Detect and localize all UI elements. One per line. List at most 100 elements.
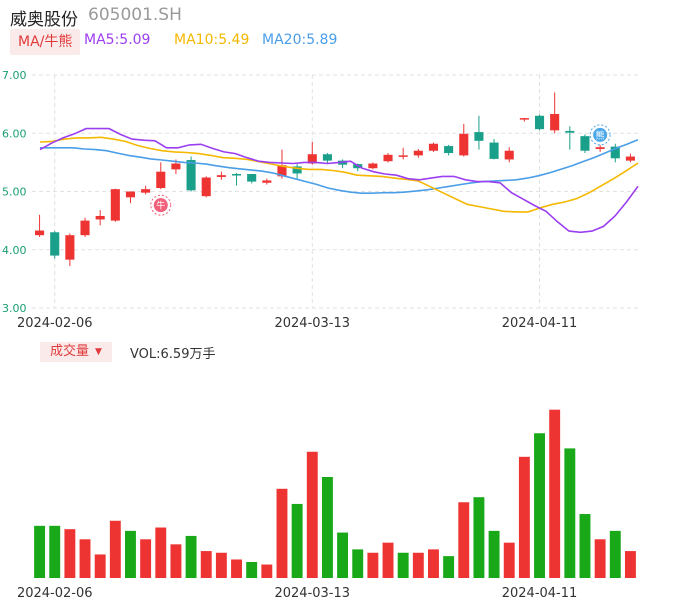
bear-marker-icon: 熊	[589, 124, 611, 146]
bull-marker-icon: 牛	[150, 194, 172, 216]
candle-body	[95, 215, 105, 220]
volume-bar	[624, 551, 636, 578]
candle-body	[110, 189, 120, 221]
volume-bar	[609, 530, 621, 578]
volume-bar	[170, 544, 182, 578]
candle-body	[216, 175, 226, 177]
ma10-line	[39, 136, 639, 213]
candle	[398, 147, 408, 160]
candle-body	[35, 230, 45, 236]
candle-body	[368, 163, 378, 169]
candle	[444, 144, 454, 156]
marker-ring	[150, 194, 172, 216]
candle	[141, 185, 151, 195]
candle	[50, 231, 60, 259]
candle-body	[141, 189, 151, 193]
candle	[338, 159, 348, 169]
candle	[504, 147, 514, 163]
x-tick-label: 2024-03-13	[274, 316, 350, 331]
candle-body	[459, 133, 469, 156]
volume-bar	[337, 532, 349, 578]
volume-bar	[352, 549, 364, 578]
volume-bar	[125, 530, 136, 578]
candle	[459, 123, 469, 157]
candle-body	[383, 154, 393, 162]
volume-bar	[488, 530, 500, 578]
ma20-label: MA20:5.89	[262, 32, 338, 48]
x-tick-label: 2024-04-11	[502, 316, 578, 331]
volume-bar	[594, 539, 606, 578]
volume-bar	[397, 552, 409, 578]
volume-bar	[261, 564, 273, 578]
stock-name: 威奥股份	[10, 10, 78, 30]
candle-body	[398, 155, 408, 157]
volume-bar	[94, 554, 106, 578]
candle	[534, 114, 545, 131]
candle-body	[201, 177, 211, 197]
marker-dot	[593, 127, 608, 142]
volume-bar	[306, 451, 318, 578]
dropdown-arrow-icon: ▼	[95, 347, 102, 357]
candle	[216, 171, 226, 180]
candle-body	[292, 166, 302, 174]
candle	[65, 233, 75, 267]
y-tick-label: 4.00	[2, 244, 27, 257]
x-tick-label: 2024-02-06	[17, 316, 93, 331]
candle	[292, 164, 302, 180]
candle-body	[504, 150, 514, 160]
volume-bar	[276, 488, 288, 578]
ma5-line	[39, 127, 639, 234]
candle-body	[277, 165, 287, 177]
volume-bar	[473, 497, 485, 578]
volume-indicator-tag[interactable]: 成交量 ▼	[40, 342, 112, 362]
candle-body	[550, 114, 560, 131]
volume-bar	[458, 502, 470, 578]
volume-bar	[382, 542, 394, 578]
candle	[519, 118, 529, 122]
candle	[595, 144, 605, 152]
y-tick-label: 6.00	[2, 127, 27, 140]
volume-bar	[185, 535, 197, 578]
volume-bar	[49, 525, 61, 578]
candle-body	[595, 147, 605, 149]
candle-body	[428, 143, 439, 151]
candle	[35, 214, 45, 237]
volume-tag-label: 成交量	[50, 344, 90, 359]
y-tick-label: 7.00	[2, 69, 27, 82]
candle	[156, 162, 166, 190]
ma20-line	[40, 138, 639, 194]
volume-bar	[549, 409, 561, 578]
candle	[231, 172, 242, 186]
candle	[262, 178, 272, 185]
candle	[247, 174, 257, 184]
volume-bar	[140, 539, 152, 578]
candle	[625, 153, 635, 163]
x-tick-label: 2024-02-06	[17, 586, 93, 601]
candle	[110, 188, 120, 222]
y-tick-label: 3.00	[2, 302, 27, 315]
volume-bar	[503, 542, 515, 578]
stock-code: 605001.SH	[88, 5, 182, 25]
candle-body	[171, 163, 181, 170]
candle-body	[519, 118, 529, 120]
candle	[565, 126, 575, 150]
volume-bar	[200, 551, 212, 578]
candle	[322, 153, 332, 164]
candle	[307, 141, 317, 165]
ma5-label: MA5:5.09	[84, 32, 151, 48]
candle-body	[50, 232, 60, 256]
candle	[368, 162, 378, 170]
candle-body	[413, 150, 423, 156]
volume-bar	[518, 456, 530, 578]
candle-body	[565, 130, 575, 133]
candle-body	[156, 171, 166, 189]
ma-indicator-tag[interactable]: MA/牛熊	[10, 29, 81, 55]
candle-body	[65, 235, 75, 260]
volume-bar	[215, 552, 227, 578]
candle	[428, 142, 439, 152]
volume-bar	[412, 552, 424, 578]
candle-body	[247, 174, 257, 182]
volume-bar	[579, 514, 591, 578]
candle-body	[625, 156, 635, 161]
